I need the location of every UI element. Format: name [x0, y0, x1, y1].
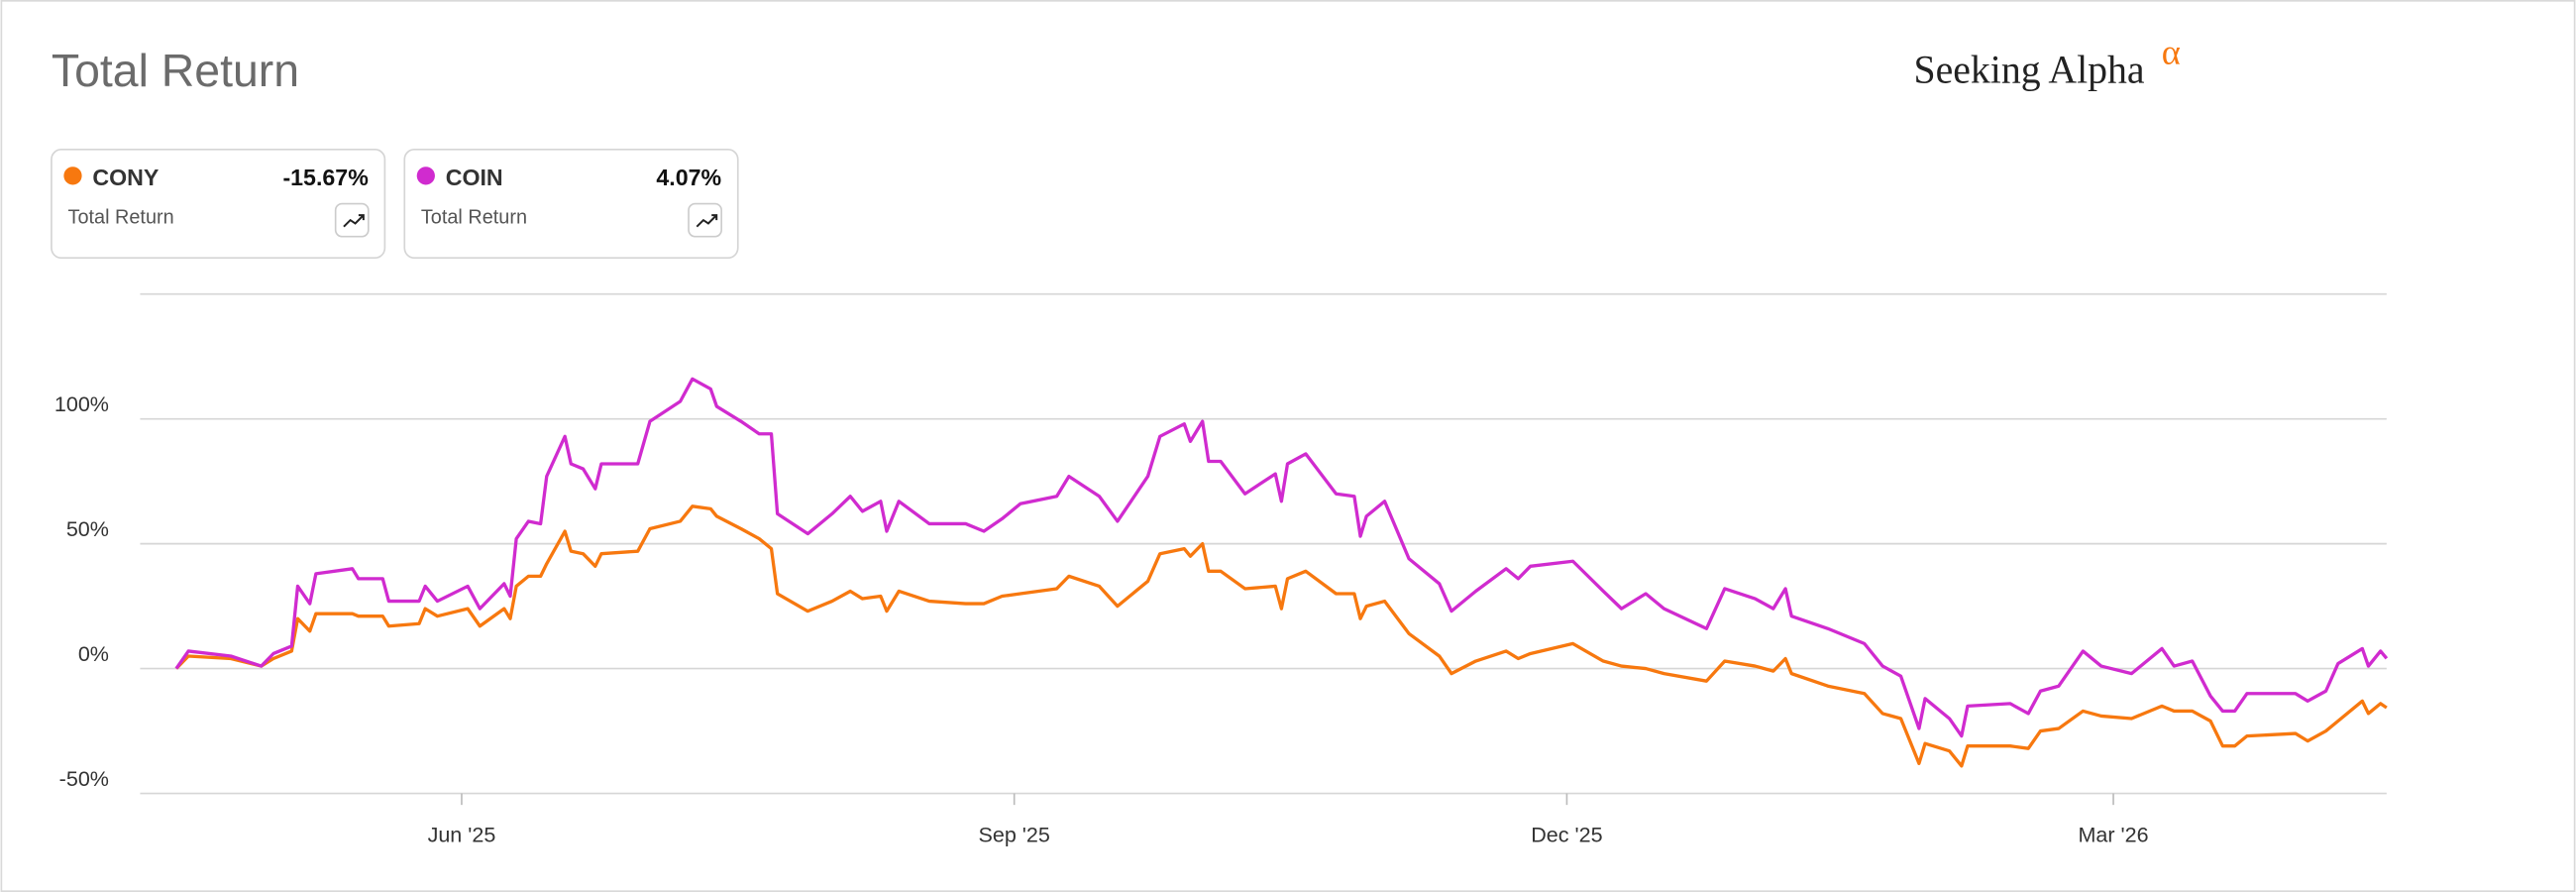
series-line — [174, 504, 2388, 768]
legend: CONY -15.67% Total Return COIN 4.07% Total Re… — [51, 149, 739, 260]
legend-value: 4.07% — [656, 165, 721, 190]
legend-swatch — [63, 167, 82, 185]
x-tick-label: Sep '25 — [979, 823, 1050, 846]
card-box — [403, 149, 739, 260]
plot-area: -50% 0% 50% 100% Jun '25 Sep '25 Dec '25 Mar '2… — [54, 292, 2389, 846]
y-tick-label: -50% — [59, 767, 109, 791]
x-tick-label: Dec '25 — [1531, 823, 1602, 846]
legend-swatch — [416, 167, 435, 185]
page-title: Total Return — [52, 45, 299, 96]
legend-value: -15.67% — [282, 165, 368, 190]
brand-logo: Seeking Alpha — [1913, 49, 2144, 92]
legend-card[interactable]: COIN 4.07% Total Return — [403, 149, 739, 260]
x-tick-label: Jun '25 — [428, 823, 496, 846]
chart-icon — [696, 214, 718, 228]
legend-label: CONY — [92, 165, 160, 190]
legend-card[interactable]: CONY -15.67% Total Return — [51, 149, 386, 260]
y-tick-label: 100% — [54, 392, 109, 416]
card-label: Total Return — [421, 207, 527, 229]
card-label: Total Return — [68, 207, 174, 229]
brand-mark: α — [2162, 33, 2181, 72]
legend-label: COIN — [446, 165, 503, 190]
chart-icon — [343, 214, 365, 228]
card-box — [51, 149, 386, 260]
y-tick-label: 0% — [78, 642, 109, 666]
x-tick-label: Mar '26 — [2078, 823, 2148, 846]
series-line — [174, 377, 2389, 738]
y-tick-label: 50% — [66, 517, 109, 541]
